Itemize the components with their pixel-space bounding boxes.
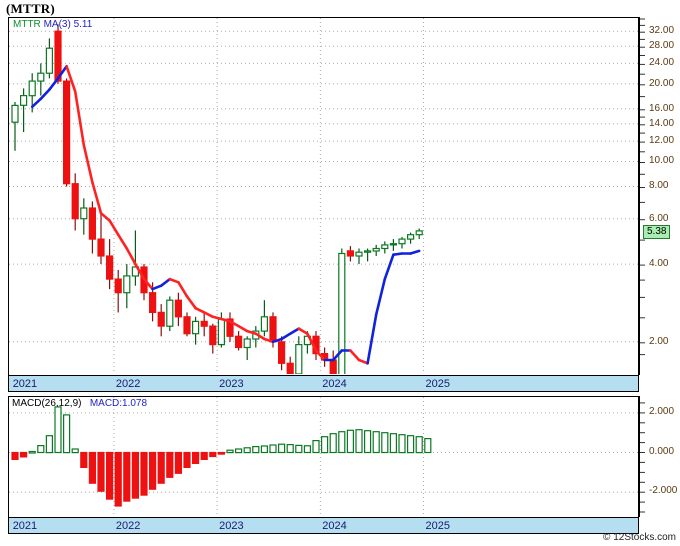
price-y-tick-label: 20.00 — [649, 77, 675, 89]
macd-y-axis: 2.000 0.000 -2.000 — [639, 396, 680, 517]
copyright-credit: © 12Stocks.com — [603, 532, 676, 543]
macd-legend-value: MACD:1.078 — [89, 398, 148, 409]
price-y-tick-label: 14.00 — [649, 117, 675, 129]
price-y-tick-label: 4.00 — [649, 258, 669, 270]
price-axis-ticks — [639, 17, 645, 375]
price-plot-area[interactable] — [9, 18, 638, 375]
page-title: (MTTR) — [6, 1, 55, 16]
macd-x-axis: 2021 2022 2023 2024 2025 — [8, 517, 639, 534]
x-axis-tick-2023: 2023 — [219, 378, 244, 390]
x-axis-tick-2024: 2024 — [322, 378, 347, 390]
x-axis-tick-2025: 2025 — [425, 520, 450, 532]
x-axis-tick-2022: 2022 — [115, 378, 141, 390]
price-legend: MTTR MA(3) 5.11 — [13, 19, 92, 30]
x-axis-tick-2025: 2025 — [425, 378, 450, 390]
legend-symbol: MTTR — [13, 19, 41, 30]
macd-histogram-svg — [9, 397, 638, 516]
x-axis-tick-2021: 2021 — [12, 520, 38, 532]
legend-ma-label: MA(3) — [43, 19, 71, 30]
price-y-tick-label: 24.00 — [649, 57, 675, 69]
x-axis-tick-2024: 2024 — [322, 520, 347, 532]
price-x-axis: 2021 2022 2023 2024 2025 — [8, 375, 639, 392]
macd-chart-panel[interactable]: MACD(26,12,9) MACD:1.078 — [8, 396, 639, 517]
x-axis-tick-2021: 2021 — [12, 378, 38, 390]
price-y-tick-label: 16.00 — [649, 102, 675, 114]
x-axis-tick-2023: 2023 — [219, 520, 244, 532]
x-axis-tick-2022: 2022 — [115, 520, 141, 532]
price-y-tick-label: 6.00 — [649, 212, 669, 224]
macd-legend: MACD(26,12,9) MACD:1.078 — [12, 398, 147, 409]
macd-legend-name: MACD(26,12,9) — [12, 398, 82, 409]
price-y-tick-label: 8.00 — [649, 180, 669, 192]
legend-ma-value: 5.11 — [73, 19, 93, 30]
price-y-tick-label: 32.00 — [649, 25, 675, 37]
price-y-tick-label: 2.00 — [649, 335, 669, 347]
macd-y-tick-label: 0.000 — [649, 445, 675, 457]
macd-y-tick-label: 2.000 — [649, 405, 675, 417]
price-candlestick-svg — [9, 18, 638, 374]
price-y-axis: 32.00 28.00 24.00 20.00 16.00 14.00 12.00 10.00… — [639, 17, 680, 375]
price-y-tick-label: 10.00 — [649, 155, 675, 167]
price-y-tick-label: 28.00 — [649, 40, 675, 52]
last-price-badge: 5.38 — [643, 224, 671, 239]
macd-plot-area[interactable] — [9, 397, 638, 517]
price-y-tick-label: 12.00 — [649, 135, 675, 147]
macd-y-tick-label: -2.000 — [649, 485, 678, 497]
macd-axis-ticks — [639, 396, 645, 517]
price-chart-panel[interactable]: MTTR MA(3) 5.11 — [8, 17, 639, 375]
